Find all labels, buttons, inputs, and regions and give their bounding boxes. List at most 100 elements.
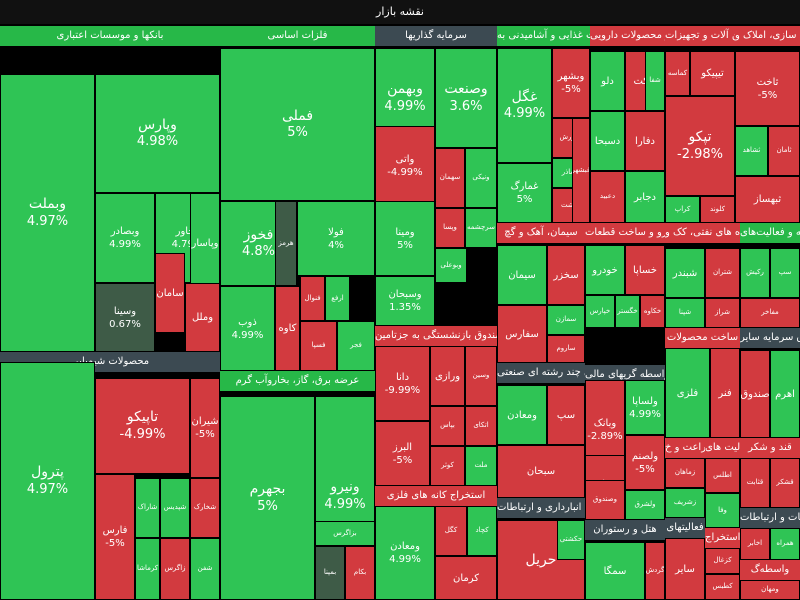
stock-tile[interactable]: کچاد — [467, 506, 497, 556]
stock-tile[interactable]: وبشهر -5% — [552, 48, 590, 118]
stock-tile[interactable]: بپاس — [430, 406, 465, 446]
stock-tile[interactable]: ثاخت -5% — [735, 51, 800, 126]
stock-tile[interactable]: وسین — [465, 346, 497, 406]
stock-tile[interactable]: دفارا — [625, 111, 665, 171]
stock-tile[interactable]: گردش — [645, 542, 665, 600]
stock-tile[interactable]: خپارس — [585, 295, 615, 328]
sector-title[interactable]: فعالیتهای — [665, 518, 705, 538]
stock-tile[interactable]: واتی -4.99% — [375, 126, 435, 206]
sector-title[interactable]: صندوق سرمایه سایر — [740, 328, 800, 348]
sector-title[interactable]: فلزات اساسی — [220, 26, 375, 46]
sector-title[interactable]: زراعت و خ — [665, 438, 705, 458]
stock-tile[interactable]: پترول 4.97% — [0, 362, 95, 600]
stock-tile[interactable]: قثابت — [740, 458, 770, 508]
stock-tile[interactable]: وصنعت 3.6% — [435, 48, 497, 148]
stock-tile[interactable]: خگستر — [615, 295, 640, 328]
stock-tile[interactable]: دلو — [590, 51, 625, 111]
stock-tile[interactable]: اخابر — [740, 528, 770, 560]
stock-tile[interactable]: سایر — [665, 538, 705, 600]
sector-title[interactable]: محصولات غذایی و آشامیدنی به — [497, 26, 590, 46]
stock-tile[interactable]: غمارگ 5% — [497, 163, 552, 223]
stock-tile[interactable]: ومعادن — [497, 385, 547, 445]
stock-tile[interactable]: ارفع — [325, 276, 350, 321]
stock-tile[interactable]: کوثر — [430, 446, 465, 486]
sector-title[interactable]: بانکها و موسسات اعتباری — [0, 26, 220, 46]
stock-tile[interactable]: وصندوق — [585, 480, 625, 520]
sector-title[interactable]: هتل و رستوران — [585, 520, 665, 540]
sector-title[interactable]: اطلاعات و ارتباطات — [740, 508, 800, 528]
sector-title[interactable]: فعالیت های — [705, 438, 740, 458]
stock-tile[interactable]: وپاسار — [190, 193, 220, 293]
stock-tile[interactable]: فنر — [710, 348, 740, 438]
stock-tile[interactable]: شیران -5% — [190, 378, 220, 478]
sector-title[interactable]: حمل ونقل، انبارداری و ارتباطات — [497, 498, 585, 518]
stock-tile[interactable]: سفارس — [497, 305, 547, 363]
stock-tile[interactable]: مفاخر — [740, 298, 800, 328]
stock-tile[interactable]: وملل — [185, 283, 220, 352]
stock-tile[interactable]: سپ — [547, 385, 585, 445]
stock-tile[interactable]: شپدیس — [160, 478, 190, 538]
stock-tile[interactable]: وپارس 4.98% — [95, 74, 220, 193]
stock-tile[interactable]: دجابر — [625, 171, 665, 223]
stock-tile[interactable]: سبحان — [497, 445, 585, 498]
stock-tile[interactable]: دانا -9.99% — [375, 346, 430, 421]
stock-tile[interactable]: وبملت 4.97% — [0, 74, 95, 352]
stock-tile[interactable]: کرمان — [435, 556, 497, 600]
stock-tile[interactable]: بجهرم 5% — [220, 396, 315, 600]
stock-tile[interactable]: اتکای — [465, 406, 497, 446]
stock-tile[interactable]: سپ — [770, 248, 800, 298]
sector-title[interactable]: شرکتهای چند رشته ای صنعتی — [497, 363, 585, 383]
stock-tile[interactable]: رکیش — [740, 248, 770, 298]
stock-tile[interactable]: حکشتی — [557, 520, 585, 560]
sector-title[interactable]: استخراج کانه های فلزی — [375, 486, 497, 506]
stock-tile[interactable]: زشریف — [665, 488, 705, 518]
stock-tile[interactable]: زاگرس — [160, 538, 190, 600]
stock-tile[interactable]: وفا — [705, 493, 740, 528]
stock-tile[interactable]: فسپا — [300, 321, 337, 371]
stock-tile[interactable]: ومینا 5% — [375, 201, 435, 276]
sector-title[interactable]: انبوه سازی، املاک و — [735, 26, 800, 46]
stock-tile[interactable]: ورازی — [430, 346, 465, 406]
stock-tile[interactable]: شفا — [645, 51, 665, 111]
stock-tile[interactable]: زماهان — [665, 458, 705, 488]
stock-tile[interactable]: دعبید — [590, 171, 625, 223]
sector-title[interactable]: ماشین آلات و تجهیزات — [665, 26, 735, 46]
stock-tile[interactable]: کزغال — [705, 548, 740, 574]
stock-tile[interactable]: ولساپا 4.99% — [625, 380, 665, 435]
sector-title[interactable]: بیمه وصندوق بازنشستگی به جزتامین — [375, 326, 497, 346]
stock-tile[interactable]: فنوال — [300, 276, 325, 321]
stock-tile[interactable]: خساپا — [625, 245, 665, 295]
stock-tile[interactable]: وسینا 0.67% — [95, 283, 155, 352]
sector-title[interactable]: سرمایه گذاریها — [375, 26, 497, 46]
stock-tile[interactable]: شپنا — [665, 298, 705, 328]
stock-tile[interactable]: شفن — [190, 538, 220, 600]
stock-tile[interactable]: خودرو — [585, 245, 625, 295]
stock-tile[interactable]: ملت — [465, 446, 497, 486]
stock-tile[interactable]: ثامان — [768, 126, 800, 176]
stock-tile[interactable]: قشکر — [770, 458, 800, 508]
sector-title[interactable]: قند و شکر — [740, 438, 800, 458]
stock-tile[interactable]: وبصادر 4.99% — [95, 193, 155, 283]
stock-tile[interactable]: فملی 5% — [220, 48, 375, 201]
stock-tile[interactable]: شتران — [705, 248, 740, 298]
sector-title[interactable]: مواد و محصولات دارویی — [590, 26, 665, 46]
stock-tile[interactable]: وپسا — [435, 208, 465, 248]
sector-title[interactable]: واسطه‌گ — [740, 560, 800, 580]
stock-tile[interactable]: ولشرق — [625, 490, 665, 520]
stock-tile[interactable]: ومعادن 4.99% — [375, 506, 435, 600]
stock-tile[interactable]: صندوق — [740, 350, 770, 438]
stock-tile[interactable]: ونیکی — [465, 148, 497, 208]
stock-tile[interactable]: هرمز — [275, 201, 297, 286]
stock-tile[interactable]: وبوعلی — [435, 248, 467, 283]
stock-tile[interactable]: فولا 4% — [297, 201, 375, 276]
stock-tile[interactable]: کرماشا — [135, 538, 160, 600]
sector-title[interactable]: عرضه برق، گاز، بخاروآب گرم — [220, 371, 375, 391]
stock-tile[interactable]: سمگا — [585, 542, 645, 600]
sector-title[interactable]: سیمان، آهک و گچ — [497, 223, 585, 243]
stock-tile[interactable]: اطلس — [705, 458, 740, 493]
stock-tile[interactable]: سهمان — [435, 148, 465, 208]
stock-tile[interactable]: البرز -5% — [375, 421, 430, 486]
stock-tile[interactable]: بزاگرس — [315, 521, 375, 546]
stock-tile[interactable]: کگل — [435, 506, 467, 556]
stock-tile[interactable]: کطبس — [705, 574, 740, 600]
